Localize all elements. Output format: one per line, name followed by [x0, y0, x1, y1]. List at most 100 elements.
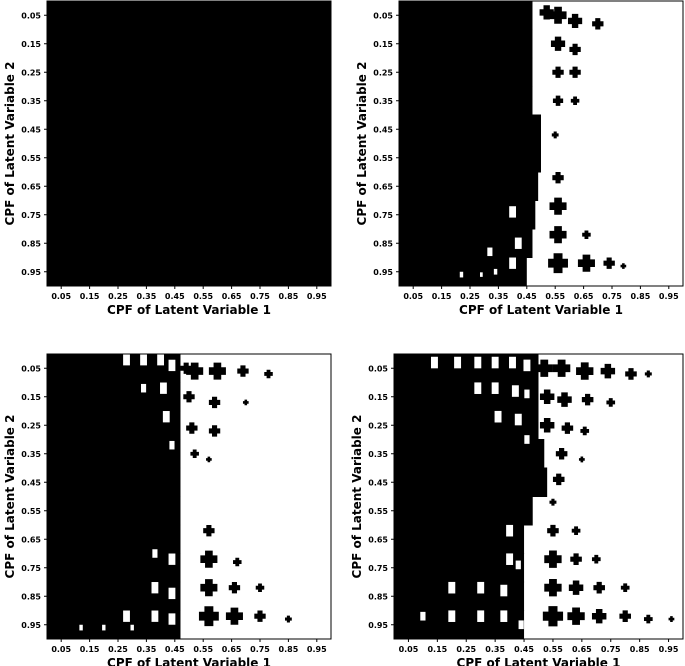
- region-spot: [606, 398, 616, 407]
- y-tick-label: 0.25: [21, 68, 41, 77]
- region-row: [399, 57, 533, 87]
- region-spot: [549, 197, 567, 215]
- y-tick-label: 0.05: [21, 11, 41, 20]
- y-tick-label: 0.55: [21, 507, 41, 516]
- panel-bottom-left: 0.05 0.15 0.25 0.35 0.45 0.55 0.65 0.75 0.85 0.95…: [3, 353, 332, 666]
- region-spot: [242, 399, 249, 406]
- y-tick-label: 0.95: [21, 621, 41, 630]
- region-row: [399, 86, 533, 116]
- y-tick-label: 0.95: [373, 268, 393, 277]
- region-spot: [555, 447, 568, 460]
- region-spot: [268, 260, 274, 266]
- region-row: [399, 29, 533, 59]
- plot-frame: [398, 0, 684, 287]
- region-hole: [491, 382, 499, 394]
- region-spot: [620, 263, 627, 269]
- region-hole: [515, 560, 521, 570]
- region-spot: [571, 526, 581, 536]
- region-spot: [542, 606, 564, 627]
- region-spot: [593, 581, 605, 594]
- y-tick-label: 0.25: [368, 421, 388, 430]
- x-tick-label: 0.95: [659, 645, 679, 654]
- region-hole: [518, 620, 524, 630]
- region-spot: [255, 583, 265, 592]
- y-tick-label: 0.65: [21, 182, 41, 191]
- region-spot: [183, 391, 195, 403]
- region-spot: [200, 579, 218, 597]
- y-tick-label: 0.35: [373, 97, 393, 106]
- region-spot: [152, 260, 158, 266]
- x-tick-label: 0.45: [165, 292, 185, 301]
- y-tick-label: 0.65: [21, 535, 41, 544]
- plot-frame: [46, 0, 332, 287]
- y-tick-label: 0.15: [21, 393, 41, 402]
- region-hole: [168, 587, 176, 600]
- x-tick-label: 0.85: [279, 645, 299, 654]
- y-tick-label: 0.35: [21, 97, 41, 106]
- y-tick-label: 0.45: [21, 478, 41, 487]
- region-hole: [509, 206, 517, 218]
- x-tick-label: 0.55: [193, 292, 213, 301]
- region-spot: [177, 232, 183, 238]
- y-tick-label: 0.85: [373, 239, 393, 248]
- region-row: [47, 553, 181, 583]
- region-spot: [591, 554, 601, 564]
- region-spot: [567, 607, 585, 625]
- x-tick-label: 0.95: [307, 292, 327, 301]
- region-spot: [547, 524, 559, 537]
- region-spot: [592, 18, 604, 30]
- y-tick-label: 0.55: [21, 154, 41, 163]
- region-hole: [140, 354, 147, 366]
- region-row: [47, 29, 331, 59]
- x-tick-label: 0.65: [222, 645, 242, 654]
- y-tick-label: 0.75: [21, 564, 41, 573]
- y-axis-label: CPF of Latent Variable 2: [3, 62, 17, 226]
- x-tick-label: 0.35: [489, 292, 509, 301]
- region-spot: [600, 363, 616, 379]
- region-hole: [506, 524, 514, 537]
- region-spot: [539, 418, 555, 433]
- region-row: [394, 496, 533, 526]
- region-row: [47, 171, 331, 201]
- region-spot: [177, 257, 183, 263]
- y-tick-label: 0.45: [373, 125, 393, 134]
- region-spot: [550, 36, 566, 51]
- x-tick-label: 0.15: [432, 292, 452, 301]
- region-row: [399, 257, 527, 286]
- region-hole: [169, 440, 175, 450]
- region-row: [399, 1, 533, 30]
- region-hole: [500, 610, 508, 622]
- region-spot: [561, 422, 574, 434]
- region-hole: [459, 271, 464, 278]
- region-spot: [552, 95, 564, 106]
- region-hole: [509, 356, 516, 369]
- region-spot: [200, 550, 218, 568]
- region-spot: [206, 456, 212, 463]
- region-spot: [186, 362, 204, 380]
- x-axis-label: CPF of Latent Variable 1: [107, 303, 271, 317]
- region-spot: [549, 6, 567, 24]
- region-row: [47, 524, 181, 554]
- region-spot: [644, 370, 652, 378]
- y-axis-label: CPF of Latent Variable 2: [350, 415, 364, 579]
- y-tick-label: 0.65: [368, 535, 388, 544]
- region-spot: [198, 606, 219, 627]
- region-spot: [208, 425, 221, 437]
- region-row: [394, 439, 545, 469]
- x-tick-label: 0.95: [307, 645, 327, 654]
- region-spot: [233, 557, 242, 567]
- x-tick-label: 0.65: [574, 292, 594, 301]
- x-tick-label: 0.35: [485, 645, 505, 654]
- y-tick-label: 0.45: [368, 478, 388, 487]
- y-tick-label: 0.05: [368, 364, 388, 373]
- region-row: [47, 496, 181, 526]
- y-tick-label: 0.15: [21, 40, 41, 49]
- region-spot: [552, 172, 564, 184]
- x-tick-label: 0.15: [80, 645, 100, 654]
- x-tick-label: 0.65: [222, 292, 242, 301]
- region-spot: [643, 614, 653, 624]
- region-hole: [420, 611, 426, 621]
- x-tick-label: 0.45: [517, 292, 537, 301]
- region-spot: [591, 608, 607, 624]
- region-spot: [264, 369, 273, 379]
